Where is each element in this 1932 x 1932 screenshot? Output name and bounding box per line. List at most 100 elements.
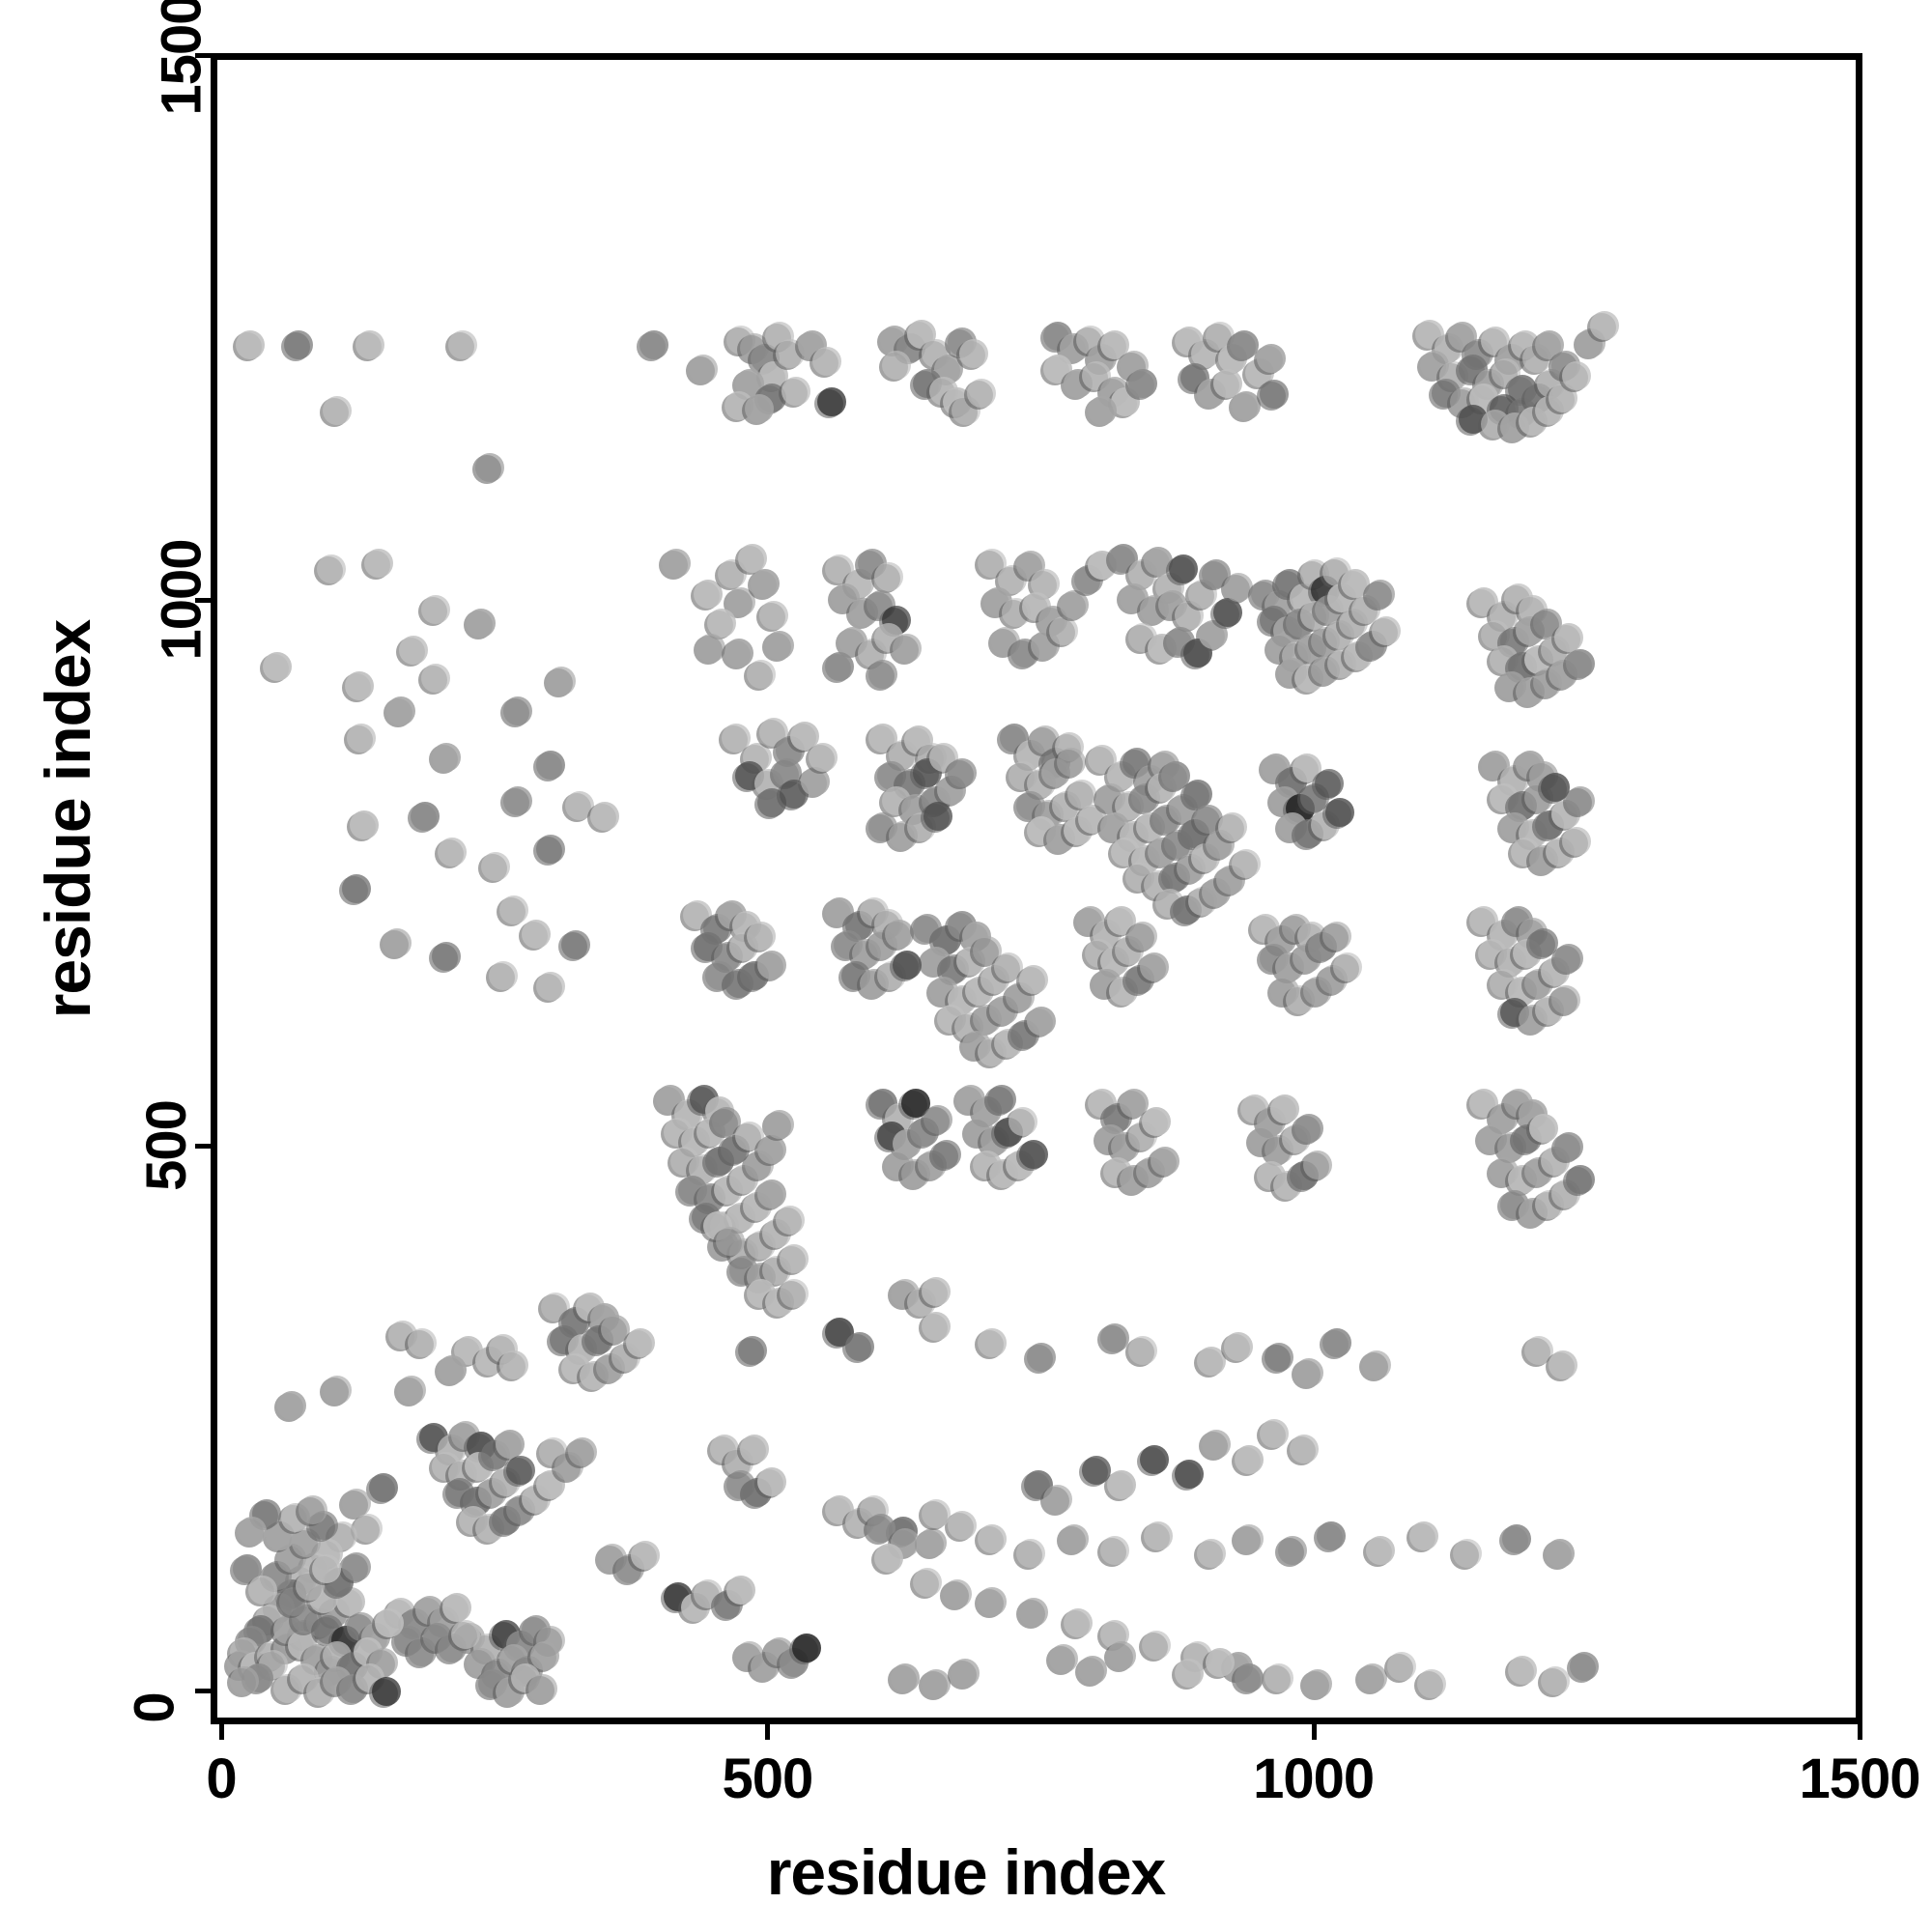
scatter-point: [1103, 1469, 1136, 1501]
scatter-point: [1567, 1652, 1600, 1684]
scatter-point-face: [825, 652, 855, 682]
scatter-point: [1261, 1342, 1293, 1374]
scatter-point-face: [1223, 1331, 1253, 1361]
scatter-point-face: [1019, 965, 1049, 995]
scatter-point-face: [346, 723, 376, 753]
scatter-point: [234, 1517, 267, 1548]
scatter-point: [975, 549, 1008, 581]
scatter-point-face: [1303, 1669, 1333, 1699]
scatter-point-face: [420, 663, 450, 693]
scatter-point: [1444, 322, 1477, 354]
scatter-point-face: [737, 1336, 767, 1366]
scatter-point-face: [1565, 1164, 1595, 1194]
scatter-point: [743, 922, 776, 953]
scatter-point: [1193, 1539, 1226, 1571]
scatter-point: [352, 330, 384, 362]
plot-frame: [211, 53, 1862, 1724]
scatter-point: [440, 1593, 472, 1625]
scatter-point: [909, 1568, 942, 1600]
scatter-point: [281, 330, 314, 362]
scatter-point: [1045, 1644, 1078, 1676]
scatter-point-face: [448, 330, 478, 360]
scatter-point-face: [757, 1179, 787, 1208]
scatter-point: [1551, 943, 1584, 975]
scatter-point-face: [521, 919, 551, 949]
scatter-point: [1292, 1113, 1324, 1145]
scatter-point: [1362, 1535, 1395, 1567]
scatter-point: [499, 696, 532, 727]
scatter-point: [776, 1244, 809, 1276]
y-tick-label-1500: 1500: [150, 0, 213, 116]
scatter-point-face: [1416, 1669, 1446, 1699]
scatter-point: [918, 1312, 951, 1344]
scatter-point-face: [874, 1543, 904, 1573]
scatter-point-face: [881, 350, 911, 380]
scatter-point-face: [1507, 1655, 1537, 1685]
scatter-point: [722, 638, 754, 669]
scatter-point: [928, 1139, 961, 1171]
scatter-point: [532, 972, 565, 1004]
scatter-point: [918, 1669, 951, 1701]
scatter-point-face: [355, 330, 384, 360]
scatter-point: [920, 1104, 952, 1136]
scatter-point: [1586, 311, 1619, 343]
scatter-point: [734, 1336, 767, 1368]
scatter-point-face: [1128, 368, 1158, 398]
scatter-point-face: [1570, 1652, 1600, 1682]
scatter-point: [1562, 1164, 1595, 1196]
scatter-point-face: [943, 1578, 973, 1608]
scatter-point: [964, 379, 997, 411]
scatter-point-face: [385, 696, 415, 725]
scatter-point-face: [1554, 622, 1584, 652]
scatter-point: [871, 1543, 904, 1575]
scatter-point-face: [1365, 1535, 1395, 1565]
scatter-point-face: [1453, 1539, 1483, 1569]
scatter-point: [890, 950, 923, 981]
scatter-point: [1543, 1539, 1576, 1571]
scatter-point-face: [817, 387, 847, 417]
scatter-point: [434, 1355, 467, 1387]
scatter-point-face: [1362, 1350, 1392, 1379]
scatter-point-face: [1551, 984, 1581, 1014]
scatter-point-face: [764, 630, 794, 660]
scatter-point: [339, 873, 372, 905]
scatter-point-face: [1142, 1107, 1172, 1137]
scatter-point: [685, 355, 718, 386]
scatter-point-face: [317, 554, 347, 583]
scatter-point-face: [235, 330, 265, 360]
scatter-point-face: [764, 1110, 794, 1140]
scatter-point: [1359, 1350, 1392, 1381]
scatter-point: [743, 660, 776, 692]
scatter-point-face: [1235, 1662, 1264, 1692]
scatter-point-face: [1289, 1434, 1319, 1463]
scatter-point-face: [502, 696, 532, 725]
scatter-point: [756, 601, 789, 633]
scatter-point-face: [560, 930, 590, 960]
scatter-point: [464, 609, 497, 640]
scatter-point: [1455, 405, 1488, 437]
y-tick-label-0: 0: [123, 1692, 186, 1723]
scatter-point: [1488, 357, 1520, 389]
scatter-point-face: [1264, 1342, 1293, 1372]
scatter-point-face: [1229, 330, 1259, 360]
scatter-point: [1275, 1535, 1308, 1567]
scatter-point: [975, 1524, 1008, 1556]
scatter-point-face: [1325, 797, 1355, 827]
y-axis-title: residue index: [32, 619, 103, 1019]
scatter-point: [1368, 616, 1401, 648]
scatter-point-face: [410, 802, 440, 832]
scatter-point-face: [323, 396, 353, 426]
scatter-point: [773, 1205, 806, 1236]
scatter-point-face: [1151, 1146, 1180, 1176]
scatter-point: [1232, 1524, 1264, 1556]
scatter-point-face: [921, 1669, 951, 1699]
scatter-point-face: [726, 1576, 756, 1605]
scatter-point-face: [396, 1375, 426, 1405]
scatter-point: [587, 802, 620, 834]
scatter-point: [1053, 747, 1086, 779]
scatter-point-face: [921, 1277, 951, 1307]
scatter-point-face: [893, 950, 923, 980]
scatter-point: [429, 743, 462, 775]
scatter-point-face: [1027, 1342, 1057, 1372]
scatter-point-face: [724, 638, 754, 668]
